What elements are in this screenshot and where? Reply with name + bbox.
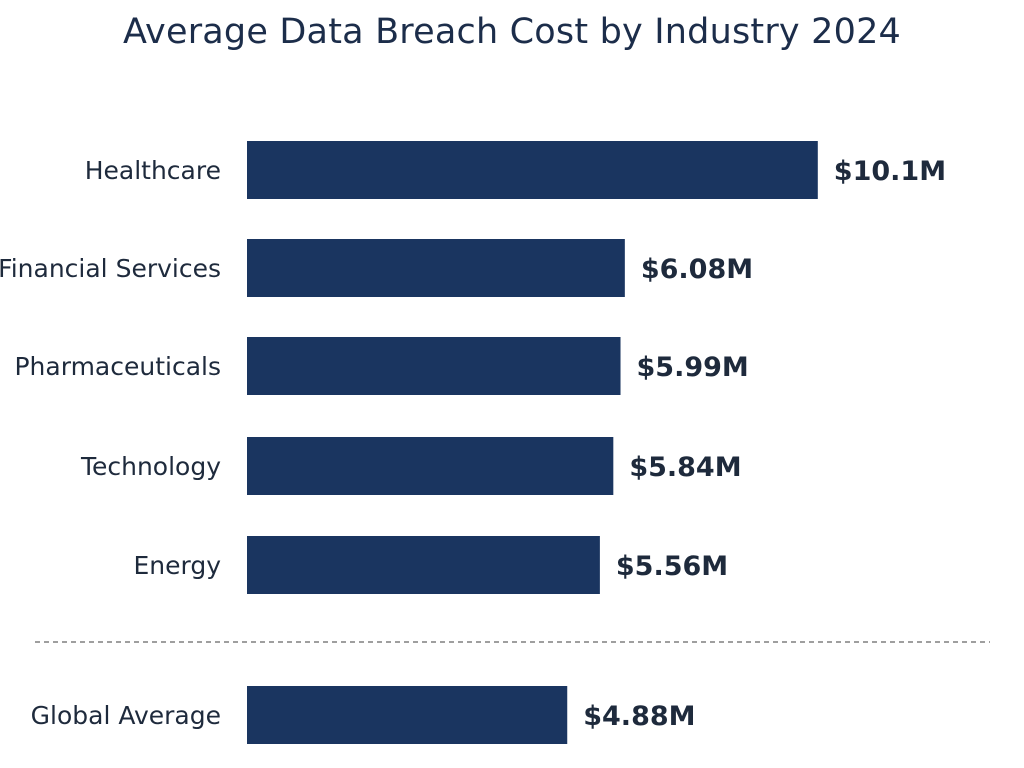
- bar: [247, 141, 818, 199]
- category-label: Technology: [80, 452, 221, 481]
- reference-data-label: $4.88M: [583, 701, 695, 732]
- data-label: $6.08M: [641, 254, 753, 285]
- data-label: $5.56M: [616, 551, 728, 582]
- data-label: $5.84M: [629, 452, 741, 483]
- bar: [247, 337, 621, 395]
- category-label: Energy: [133, 551, 221, 580]
- bar: [247, 536, 600, 594]
- bar: [247, 239, 625, 297]
- reference-bar: [247, 686, 568, 744]
- data-label: $5.99M: [637, 352, 749, 383]
- data-label: $10.1M: [834, 156, 946, 187]
- chart-title: Average Data Breach Cost by Industry 202…: [122, 12, 902, 52]
- reference-category-label: Global Average: [31, 701, 221, 730]
- category-label: Financial Services: [0, 254, 221, 283]
- category-label: Healthcare: [85, 156, 221, 185]
- category-label: Pharmaceuticals: [14, 352, 221, 381]
- bar: [247, 437, 614, 495]
